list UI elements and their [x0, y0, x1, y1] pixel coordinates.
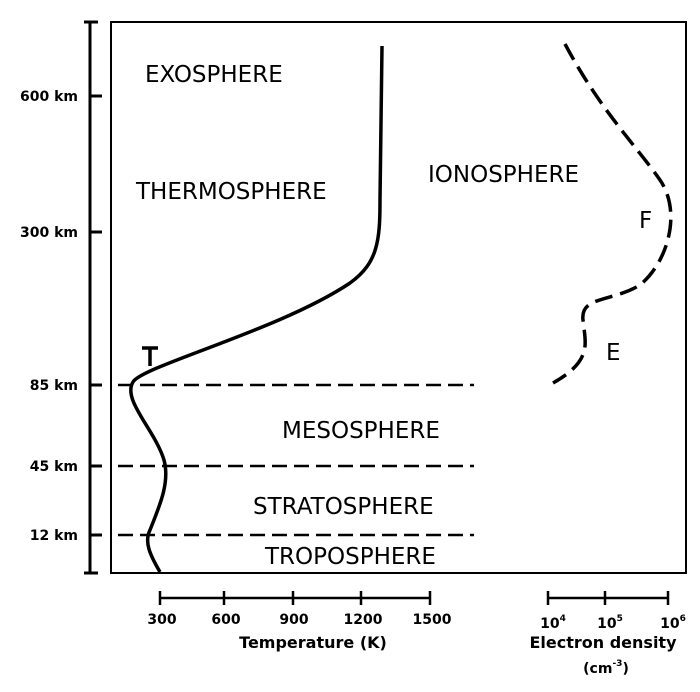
altitude-axis: [84, 20, 102, 575]
density-unit: (cm-3): [583, 659, 629, 677]
altitude-tick-label: 12 km: [30, 528, 78, 544]
layer-label: TROPOSPHERE: [264, 544, 436, 570]
layer-label: MESOSPHERE: [282, 418, 440, 444]
layer-boundaries: [118, 383, 474, 537]
temperature-tick-label: 600: [211, 612, 240, 628]
density-tick-label: 105: [597, 614, 623, 632]
temperature-tick-label: 300: [147, 612, 176, 628]
altitude-tick-label: 85 km: [30, 378, 78, 394]
temperature-axis-label: Temperature (K): [239, 633, 387, 652]
density-axis: [546, 591, 670, 605]
layer-label: EXOSPHERE: [145, 62, 283, 88]
altitude-tick-label: 300 km: [20, 225, 78, 241]
temperature-tick-label: 1200: [344, 612, 383, 628]
ionosphere-label: IONOSPHERE: [428, 162, 579, 188]
density-axis-label: Electron density: [529, 633, 677, 652]
region-label: F: [639, 208, 652, 234]
temperature-tick-label: 1500: [413, 612, 452, 628]
temperature-axis: [158, 591, 432, 605]
temperature-curve: [129, 45, 384, 573]
density-tick-label: 104: [540, 614, 566, 632]
altitude-tick-label: 600 km: [20, 89, 78, 105]
altitude-tick-label: 45 km: [30, 459, 78, 475]
electron-density-curve: [552, 43, 673, 385]
density-tick-label: 106: [660, 614, 686, 632]
temperature-tick-label: 900: [279, 612, 308, 628]
region-label: E: [606, 340, 621, 366]
layer-label: STRATOSPHERE: [253, 494, 434, 520]
layer-label: THERMOSPHERE: [135, 179, 327, 205]
thermopause-marker: [142, 346, 158, 366]
frame: [110, 21, 687, 574]
